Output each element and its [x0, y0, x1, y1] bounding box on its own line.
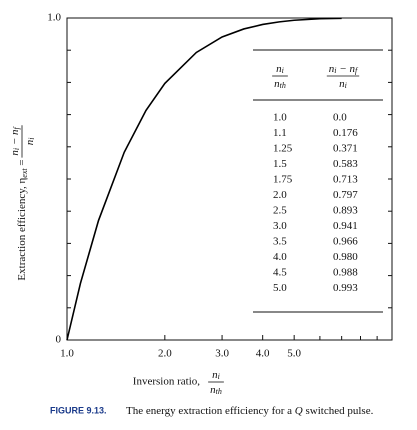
table-cell: 0.993 — [333, 282, 358, 294]
table-cell: 5.0 — [273, 282, 287, 294]
fraction-num: ni — [276, 63, 284, 75]
table-cell: 0.966 — [333, 236, 358, 248]
y-label-sub: ext — [20, 168, 29, 178]
table-cell: 3.5 — [273, 236, 287, 248]
y-label-main: Extraction efficiency, η — [16, 177, 28, 280]
x-tick-label: 4.0 — [256, 348, 270, 360]
fraction-sub: f — [355, 66, 359, 75]
fraction-sub: i — [218, 372, 220, 381]
table-cell: 0.371 — [333, 143, 358, 155]
table-cell: 1.1 — [273, 127, 287, 139]
y-axis-label-text: Extraction efficiency, ηext = — [16, 159, 29, 280]
fraction-text: n — [276, 63, 282, 75]
fraction-sub: i — [345, 81, 347, 90]
table-cell: 4.5 — [273, 267, 287, 279]
table-cell: 0.988 — [333, 267, 358, 279]
table-cell: 3.0 — [273, 220, 287, 232]
x-tick-label: 5.0 — [287, 348, 301, 360]
y-tick-label: 0 — [56, 334, 62, 346]
fraction-text: − n — [9, 129, 21, 148]
x-tick-label: 3.0 — [215, 348, 229, 360]
table-cell: 0.941 — [333, 220, 358, 232]
fraction-den: ni — [339, 78, 347, 90]
fraction-sub: th — [280, 81, 286, 90]
fraction-text: n — [212, 369, 218, 381]
table-cell: 1.25 — [273, 143, 293, 155]
caption-end: switched pulse. — [303, 405, 374, 417]
fraction-den: nth — [274, 78, 286, 90]
caption-italic: Q — [295, 405, 303, 417]
fraction-text: n — [339, 78, 345, 90]
table-cell: 2.5 — [273, 205, 287, 217]
curve — [66, 17, 342, 341]
table-cell: 0.176 — [333, 127, 358, 139]
fraction-den: ni — [24, 138, 36, 146]
x-axis-label: Inversion ratio, — [133, 376, 200, 388]
x-tick-label: 1.0 — [60, 348, 74, 360]
table-cell: 1.0 — [273, 112, 287, 124]
x-tick-label: 2.0 — [158, 348, 172, 360]
y-tick-label: 1.0 — [47, 12, 61, 24]
fraction-text: n — [24, 139, 36, 145]
fraction-num: ni − nf — [9, 125, 21, 155]
fraction-sub: i — [12, 148, 21, 150]
fraction-sub: f — [12, 125, 21, 129]
fraction-sub: i — [282, 66, 284, 75]
fraction-text: n — [9, 150, 21, 156]
fraction-text: n — [210, 384, 216, 396]
table-cell: 0.980 — [333, 251, 358, 263]
fraction-sub: i — [27, 138, 36, 140]
y-label-eq: = — [16, 159, 28, 168]
caption-label: FIGURE 9.13. — [50, 405, 107, 415]
table-cell: 2.0 — [273, 189, 287, 201]
table-cell: 4.0 — [273, 251, 287, 263]
fraction-text: n — [274, 78, 280, 90]
table-cell: 0.713 — [333, 174, 358, 186]
fraction-sub: i — [334, 66, 336, 75]
fraction-num: ni − nf — [329, 63, 359, 75]
fraction-num: ni — [212, 369, 220, 381]
caption: The energy extraction efficiency for a Q… — [126, 405, 374, 417]
table-cell: 1.75 — [273, 174, 293, 186]
table-cell: 0.0 — [333, 112, 347, 124]
table-cell: 1.5 — [273, 158, 287, 170]
caption-text: The energy extraction efficiency for a — [126, 405, 295, 417]
table-cell: 0.583 — [333, 158, 358, 170]
fraction-sub: th — [216, 387, 222, 396]
fraction-text: − n — [337, 63, 356, 75]
fraction-den: nth — [210, 384, 222, 396]
table-cell: 0.893 — [333, 205, 358, 217]
fraction-text: n — [329, 63, 335, 75]
table-cell: 0.797 — [333, 189, 358, 201]
